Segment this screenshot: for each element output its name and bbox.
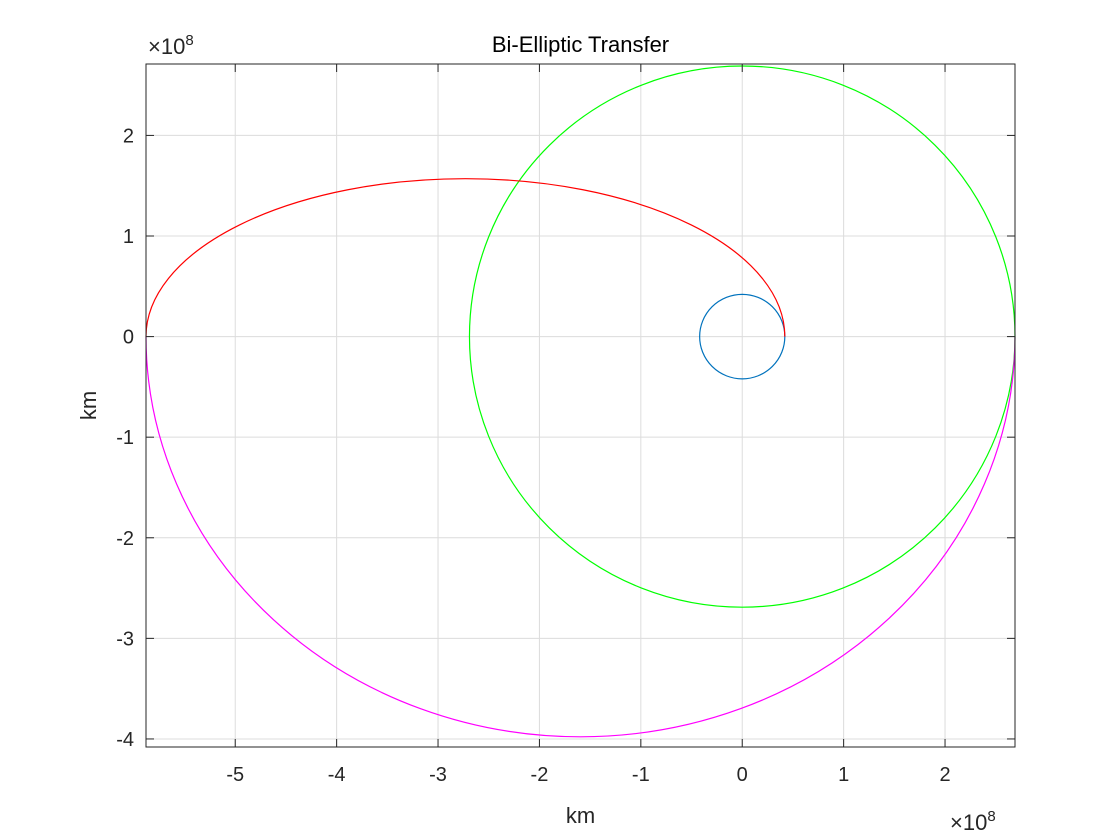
plot-area — [146, 64, 1015, 747]
y-tick-label: 2 — [123, 125, 134, 147]
x-exponent-base: ×10 — [950, 810, 987, 835]
y-tick-label: -3 — [116, 628, 134, 650]
x-axis-exponent: ×108 — [950, 808, 996, 835]
x-axis-label: km — [566, 803, 595, 828]
x-tick-label: -2 — [531, 764, 549, 786]
y-axis-exponent: ×108 — [148, 32, 194, 59]
axes-box — [145, 63, 1016, 748]
grid — [146, 64, 1015, 747]
y-exponent-power: 8 — [185, 32, 193, 49]
transfer-ellipse-lower — [145, 336, 1016, 738]
transfer-ellipse-upper — [145, 178, 786, 337]
x-tick-label: -3 — [429, 764, 447, 786]
x-tick-label: -5 — [226, 764, 244, 786]
y-tick-label: -4 — [116, 729, 134, 751]
chart-title: Bi-Elliptic Transfer — [492, 32, 669, 57]
series-group — [145, 64, 1016, 738]
tick-labels: -5 -4 -3 -2 -1 0 1 2 2 1 0 -1 -2 -3 -4 — [116, 125, 950, 786]
y-tick-label: 1 — [123, 226, 134, 248]
y-tick-label: 0 — [123, 327, 134, 349]
x-tick-label: 0 — [737, 764, 748, 786]
x-tick-label: -1 — [632, 764, 650, 786]
orbit-circle — [468, 64, 1016, 609]
orbit-circle — [699, 293, 786, 380]
x-exponent-power: 8 — [987, 808, 995, 825]
ticks — [146, 64, 1015, 747]
x-tick-label: 2 — [939, 764, 950, 786]
y-tick-label: -1 — [116, 427, 134, 449]
y-axis-label: km — [76, 391, 101, 420]
y-tick-label: -2 — [116, 528, 134, 550]
x-tick-label: -4 — [328, 764, 346, 786]
y-exponent-base: ×10 — [148, 34, 185, 59]
x-tick-label: 1 — [838, 764, 849, 786]
